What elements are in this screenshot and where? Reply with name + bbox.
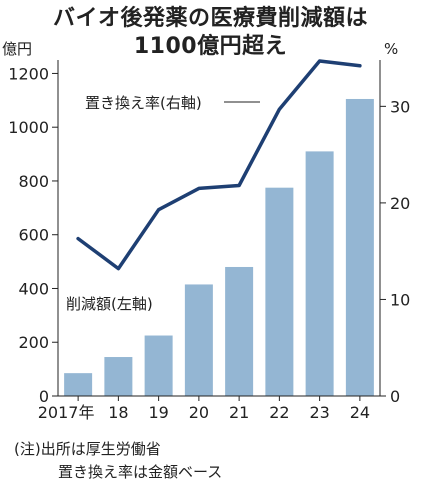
x-tick-label: 2017年 (38, 403, 95, 422)
x-tick-label: 20 (189, 403, 209, 422)
x-tick-label: 19 (148, 403, 168, 422)
x-tick-label: 24 (350, 403, 370, 422)
chart-title-line-2: 1100億円超え (133, 34, 288, 59)
left-tick-label: 200 (18, 333, 49, 352)
left-tick-label: 0 (39, 387, 49, 406)
right-axis-unit: % (384, 40, 398, 58)
x-tick-label: 22 (269, 403, 289, 422)
left-tick-label: 800 (18, 172, 49, 191)
bar (104, 357, 133, 396)
bar (184, 284, 213, 396)
x-tick-label: 18 (108, 403, 128, 422)
bar (345, 98, 374, 396)
bar (305, 151, 334, 396)
bar (144, 335, 173, 396)
left-tick-label: 400 (18, 279, 49, 298)
left-tick-label: 1200 (8, 64, 49, 83)
x-tick-label: 23 (309, 403, 329, 422)
right-tick-label: 0 (390, 387, 400, 406)
bar (225, 266, 254, 396)
left-tick-label: 600 (18, 226, 49, 245)
chart-title-line-1: バイオ後発薬の医療費削減額は (52, 6, 368, 31)
right-tick-label: 20 (390, 194, 410, 213)
rate-line (76, 59, 362, 271)
x-tick-label: 21 (229, 403, 249, 422)
bar (64, 373, 93, 396)
note-source: (注)出所は厚生労働省 (14, 440, 161, 458)
note-basis: 置き換え率は金額ベース (58, 463, 223, 481)
series-label-line: 置き換え率(右軸) (85, 94, 202, 112)
series-label-bar: 削減額(左軸) (66, 295, 153, 313)
left-tick-label: 1000 (8, 118, 49, 137)
left-axis-unit: 億円 (2, 40, 32, 58)
right-tick-label: 30 (390, 97, 410, 116)
bar (265, 187, 294, 396)
right-tick-label: 10 (390, 290, 410, 309)
